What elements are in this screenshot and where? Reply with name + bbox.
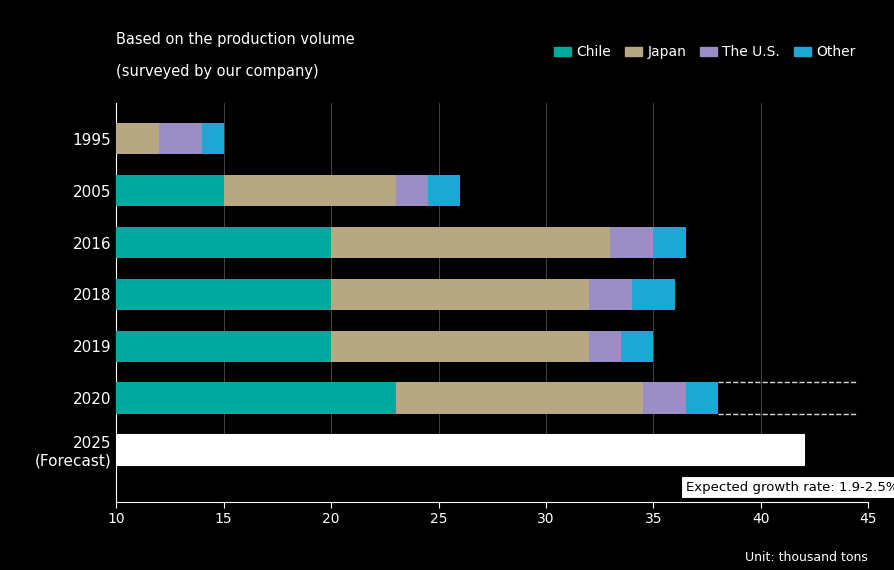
Bar	[116, 382, 395, 413]
Bar	[610, 227, 653, 258]
Bar	[159, 123, 202, 154]
Bar	[224, 175, 395, 206]
Bar	[685, 382, 717, 413]
Text: Expected growth rate: 1.9-2.5%/year: Expected growth rate: 1.9-2.5%/year	[685, 481, 894, 494]
Bar	[116, 123, 159, 154]
Bar	[331, 227, 610, 258]
Text: Unit: thousand tons: Unit: thousand tons	[745, 551, 867, 564]
Bar	[116, 175, 224, 206]
Bar	[653, 227, 685, 258]
Bar	[116, 434, 803, 465]
Bar	[620, 331, 653, 362]
Bar	[395, 175, 427, 206]
Bar	[588, 331, 620, 362]
Bar	[588, 279, 631, 310]
Bar	[331, 279, 588, 310]
Bar	[331, 331, 588, 362]
Bar	[395, 382, 642, 413]
Bar	[427, 175, 460, 206]
Text: Based on the production volume: Based on the production volume	[116, 32, 355, 47]
Legend: Chile, Japan, The U.S., Other: Chile, Japan, The U.S., Other	[548, 40, 860, 65]
Text: (surveyed by our company): (surveyed by our company)	[116, 64, 318, 79]
Bar	[116, 279, 331, 310]
Bar	[642, 382, 685, 413]
Bar	[116, 227, 331, 258]
Bar	[116, 458, 867, 502]
Bar	[631, 279, 674, 310]
Bar	[202, 123, 224, 154]
Bar	[116, 331, 331, 362]
